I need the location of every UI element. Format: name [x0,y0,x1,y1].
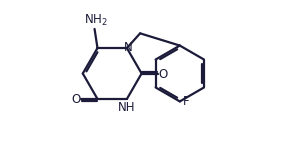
Text: NH: NH [117,101,135,113]
Text: NH$_2$: NH$_2$ [84,13,108,28]
Text: O: O [158,68,168,81]
Text: O: O [72,93,81,106]
Text: F: F [183,95,190,108]
Text: N: N [124,41,133,54]
